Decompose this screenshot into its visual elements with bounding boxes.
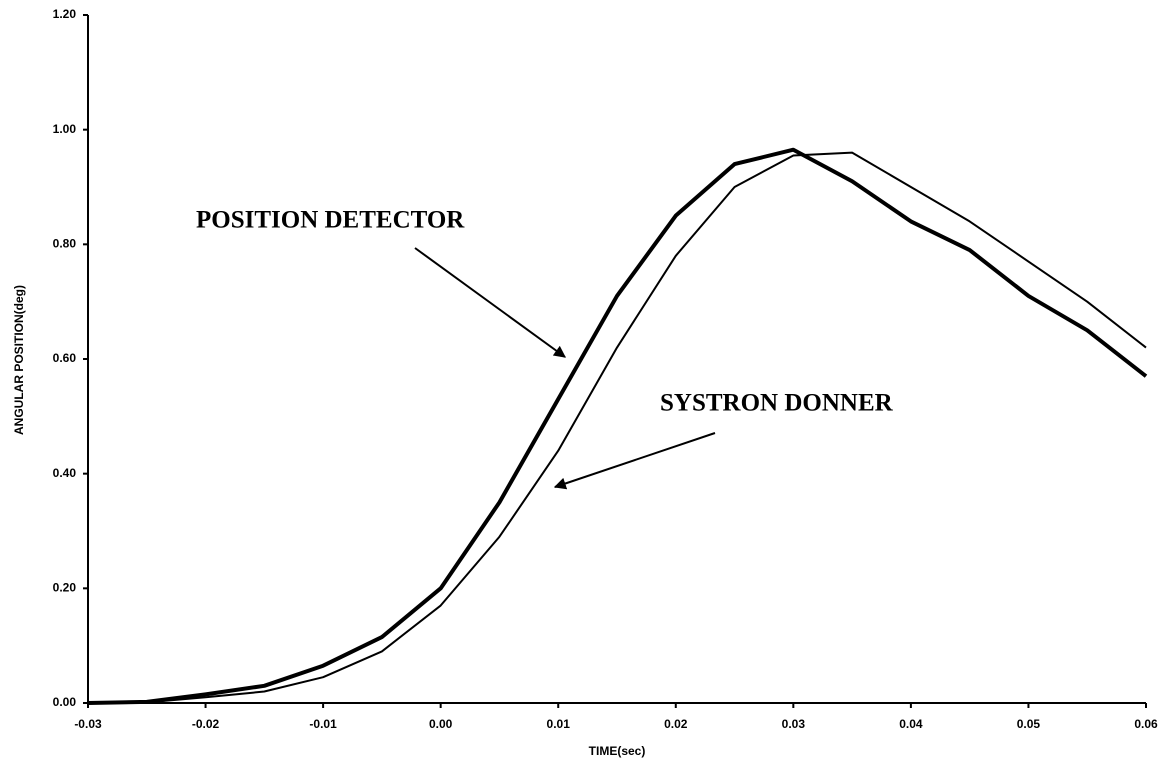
x-axis-label: TIME(sec)	[589, 744, 646, 758]
annotation: SYSTRON DONNER	[660, 390, 894, 417]
x-tick-label: 0.05	[1017, 717, 1041, 731]
annotation: POSITION DETECTOR	[196, 207, 465, 234]
line-series	[87, 147, 1148, 705]
line-series	[87, 151, 1147, 704]
y-axis-label: ANGULAR POSITION(deg)	[12, 285, 26, 435]
x-tick-label: -0.01	[309, 717, 337, 731]
y-tick-label: 0.80	[53, 237, 77, 251]
y-tick-label: 1.20	[53, 7, 77, 21]
x-tick-label: 0.06	[1134, 717, 1158, 731]
x-tick-label: 0.04	[899, 717, 923, 731]
x-tick-label: -0.02	[192, 717, 220, 731]
x-tick-label: 0.03	[782, 717, 806, 731]
y-tick-label: 1.00	[53, 122, 77, 136]
y-tick-label: 0.00	[53, 695, 77, 709]
x-tick-label: 0.02	[664, 717, 688, 731]
x-tick-label: -0.03	[74, 717, 102, 731]
y-tick-label: 0.40	[53, 466, 77, 480]
annotation-arrow	[553, 432, 716, 490]
x-tick-label: 0.00	[429, 717, 453, 731]
annotation-arrow	[414, 247, 566, 358]
x-tick-label: 0.01	[547, 717, 571, 731]
y-tick-label: 0.20	[53, 581, 77, 595]
y-tick-label: 0.60	[53, 351, 77, 365]
